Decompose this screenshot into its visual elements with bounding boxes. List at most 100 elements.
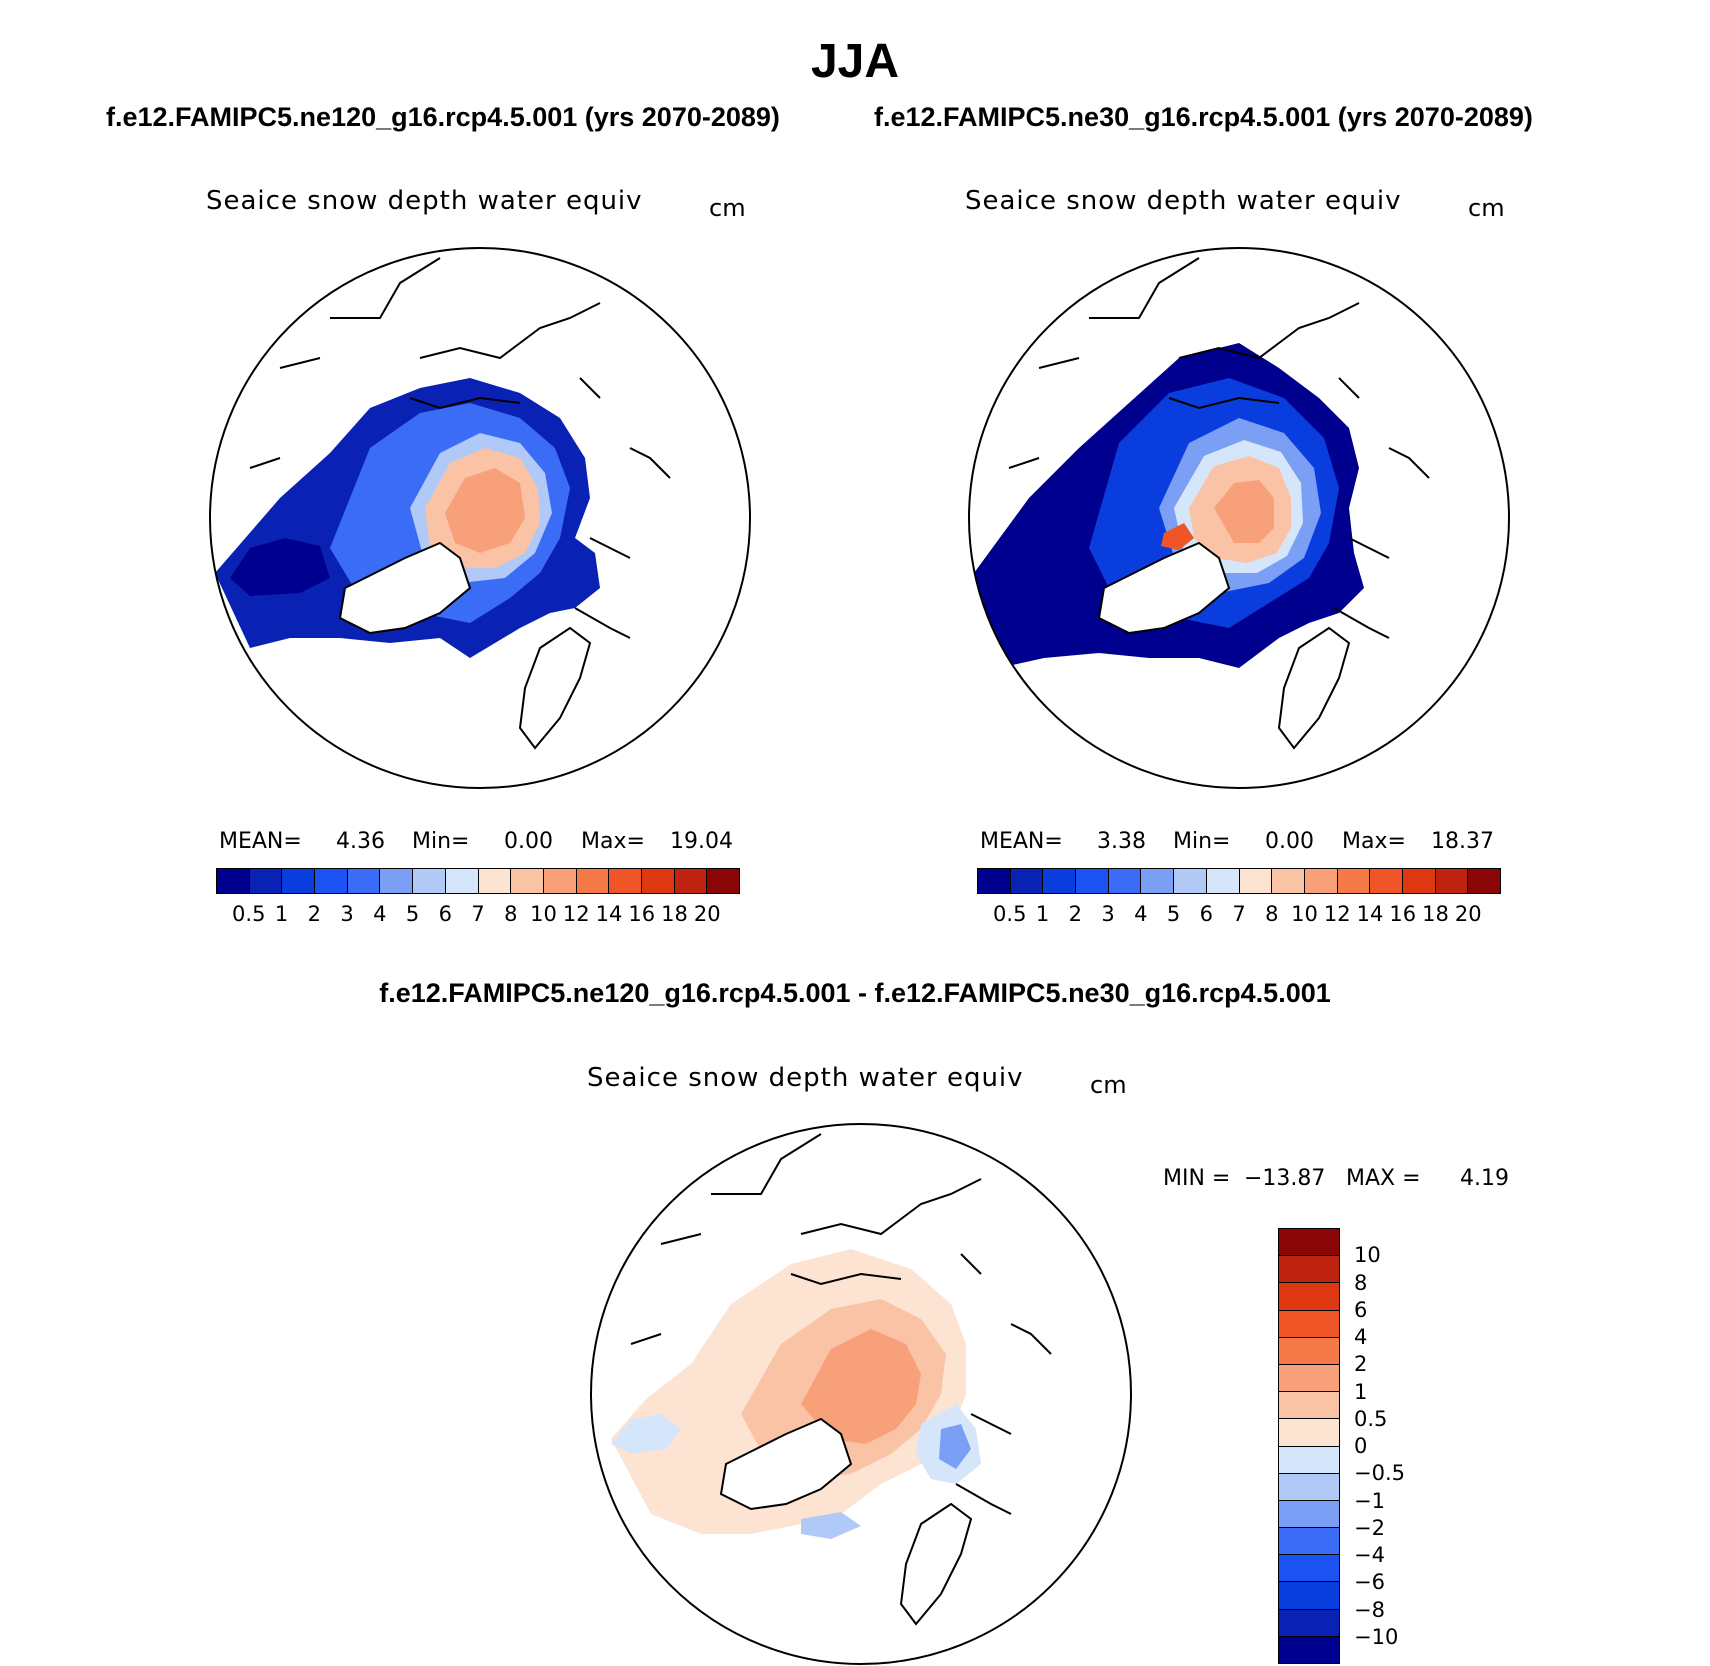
colorbar-swatch (1141, 869, 1175, 893)
panel-diff-min: −13.87 (1244, 1166, 1326, 1191)
colorbar-label: 5 (1166, 902, 1181, 926)
diff-neg-mid (939, 1424, 971, 1469)
colorbar-label: 6 (1354, 1297, 1368, 1322)
colorbar-swatch (1279, 1256, 1339, 1284)
land-scandinavia (518, 626, 592, 750)
hudson-bay (230, 538, 330, 596)
colorbar-swatch (217, 869, 250, 893)
colorbar-swatch (1010, 869, 1044, 893)
colorbar-swatch (1279, 1500, 1339, 1529)
colorbar-swatch (1174, 869, 1207, 893)
colorbar-swatch (1239, 869, 1273, 893)
colorbar-label: 10 (1291, 902, 1318, 926)
colorbar-label: 0.5 (232, 902, 266, 926)
colorbar-label: 18 (1422, 902, 1449, 926)
colorbar-swatch (1279, 1609, 1339, 1637)
panel-diff-units: cm (1090, 1071, 1127, 1099)
panel-diff-colorbar (1278, 1228, 1340, 1664)
colorbar-label: 8 (1265, 902, 1279, 926)
colorbar-swatch (1279, 1310, 1339, 1338)
colorbar-swatch (1279, 1473, 1339, 1501)
panel-right-map (968, 247, 1510, 789)
land-scandinavia (1277, 626, 1351, 750)
colorbar-swatch (315, 869, 348, 893)
colorbar-swatch (249, 869, 283, 893)
colorbar-swatch (1272, 869, 1305, 893)
land-greenland (338, 541, 472, 635)
colorbar-swatch (707, 869, 739, 893)
colorbar-swatch (1206, 869, 1240, 893)
colorbar-label: 8 (504, 902, 518, 926)
diff-neg-atlantic (801, 1512, 861, 1539)
colorbar-label: 18 (661, 902, 688, 926)
colorbar-label: 20 (1454, 902, 1482, 926)
colorbar-swatch (1279, 1283, 1339, 1311)
colorbar-swatch (978, 869, 1011, 893)
diff-neg-hudson (611, 1414, 681, 1454)
hudson-bay (989, 538, 1089, 596)
colorbar-swatch (1279, 1446, 1339, 1474)
panel-left-colorbar (216, 868, 740, 894)
colorbar-label: 0.5 (993, 902, 1027, 926)
colorbar-label: 10 (530, 902, 557, 926)
panel-right-min: 0.00 (1265, 829, 1314, 854)
colorbar-label: 8 (1354, 1270, 1368, 1295)
colorbar-swatch (380, 869, 414, 893)
colorbar-label: 0.5 (1354, 1406, 1388, 1431)
panel-diff-max: 4.19 (1460, 1166, 1509, 1191)
panel-diff-case-title: f.e12.FAMIPC5.ne120_g16.rcp4.5.001 - f.e… (379, 978, 1331, 1008)
colorbar-label: 5 (405, 902, 420, 926)
panel-left-min-label: Min= (412, 829, 470, 854)
colorbar-label: 7 (471, 902, 485, 926)
colorbar-label: 6 (438, 902, 452, 926)
colorbar-swatch (1279, 1419, 1339, 1447)
colorbar-swatch (1279, 1364, 1339, 1393)
panel-left-max-label: Max= (581, 829, 645, 854)
colorbar-label: 14 (595, 902, 623, 926)
colorbar-swatch (511, 869, 544, 893)
panel-right-max-label: Max= (1342, 829, 1406, 854)
colorbar-swatch (1337, 869, 1371, 893)
panel-right-mean: 3.38 (1097, 829, 1146, 854)
colorbar-label: −8 (1354, 1597, 1385, 1622)
colorbar-label: −1 (1354, 1488, 1385, 1513)
land-greenland (719, 1417, 853, 1511)
colorbar-swatch (641, 869, 675, 893)
colorbar-swatch (1108, 869, 1142, 893)
colorbar-swatch (1279, 1337, 1339, 1365)
panel-right-max: 18.37 (1431, 829, 1494, 854)
sea-ice-peak (445, 468, 525, 553)
panel-right-min-label: Min= (1173, 829, 1231, 854)
panel-diff-min-label: MIN = (1163, 1166, 1231, 1191)
land-scandinavia (899, 1502, 973, 1626)
panel-left-variable: Seaice snow depth water equiv (206, 186, 643, 216)
colorbar-label: −4 (1354, 1543, 1385, 1567)
colorbar-label: 2 (1068, 902, 1082, 926)
colorbar-label: 14 (1356, 902, 1384, 926)
diff-pos-2 (801, 1329, 921, 1444)
panel-right-colorbar (977, 868, 1501, 894)
colorbar-label: −6 (1354, 1570, 1385, 1595)
panel-right-case-title: f.e12.FAMIPC5.ne30_g16.rcp4.5.001 (yrs 2… (874, 102, 1533, 132)
colorbar-label: 7 (1232, 902, 1246, 926)
colorbar-swatch (543, 869, 577, 893)
panel-right-units: cm (1468, 194, 1505, 222)
panel-left-max: 19.04 (670, 829, 733, 854)
colorbar-swatch (1279, 1555, 1339, 1583)
colorbar-label: 20 (693, 902, 721, 926)
colorbar-label: 16 (1389, 902, 1417, 926)
colorbar-swatch (1279, 1636, 1339, 1663)
colorbar-label: 6 (1199, 902, 1213, 926)
panel-left-case-title: f.e12.FAMIPC5.ne120_g16.rcp4.5.001 (yrs … (106, 102, 780, 132)
colorbar-label: 16 (628, 902, 656, 926)
colorbar-label: 10 (1354, 1243, 1381, 1268)
coast-eurasia (1008, 257, 1430, 479)
colorbar-swatch (576, 869, 610, 893)
panel-left-units: cm (709, 194, 746, 222)
colorbar-label: 1 (274, 902, 289, 926)
colorbar-label: 2 (1354, 1352, 1368, 1377)
colorbar-label: 1 (1035, 902, 1050, 926)
coast-russia (409, 396, 631, 639)
sea-ice-peak (1214, 480, 1274, 543)
colorbar-swatch (1304, 869, 1338, 893)
